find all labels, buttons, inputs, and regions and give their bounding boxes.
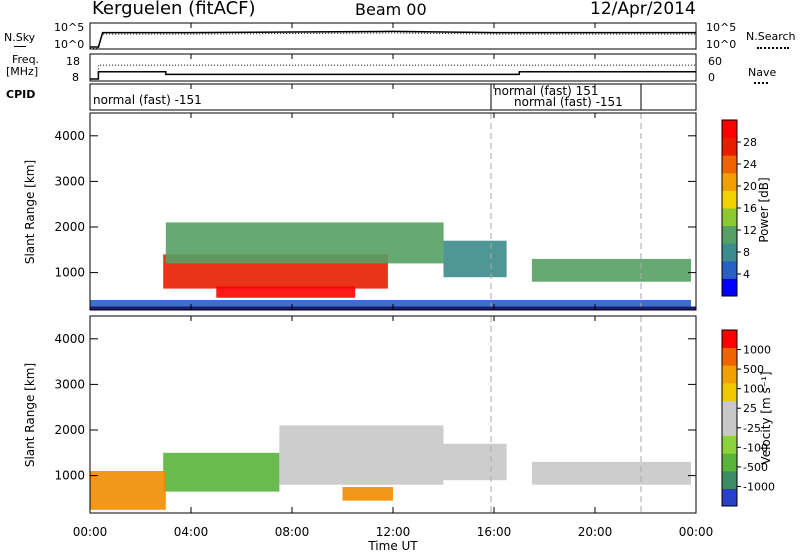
- velocity-colorbar-swatch-9: [722, 347, 737, 366]
- station-title: Kerguelen (fitACF): [92, 0, 256, 19]
- freq-tick-bottom: 8: [72, 71, 79, 84]
- nsky-label: N.Sky: [4, 31, 36, 44]
- velocity-panel: 1000 2000 3000 4000 Slant Range [km]: [23, 315, 697, 514]
- x-tick-label-1: 00:00: [73, 525, 108, 539]
- power-colorbar-tick-label-7: 28: [743, 136, 757, 149]
- cpid-segment-3: normal (fast) -151: [514, 95, 623, 109]
- freq-series-line: [90, 70, 696, 80]
- power-colorbar-tick-label-6: 24: [743, 158, 757, 171]
- power-colorbar-tick-label-4: 16: [743, 202, 757, 215]
- velocity-colorbar-swatch-8: [722, 365, 737, 384]
- cpid-segment-2: normal (fast) 151: [494, 84, 598, 98]
- velocity-colorbar-swatch-7: [722, 382, 737, 401]
- power-region-4: [443, 240, 507, 278]
- velocity-region-3: [342, 487, 393, 501]
- velocity-colorbar-tick-label-2: 500: [743, 363, 764, 376]
- velocity-colorbar-swatch-6: [722, 400, 737, 419]
- x-tick-label-5: 16:00: [477, 525, 512, 539]
- nsearch-tick-bottom: 10^0: [706, 38, 737, 51]
- velocity-colorbar: 1000 500 100 25 -25 -100 -500 -1000 Velocity [m…: [721, 329, 775, 507]
- velocity-colorbar-tick-label-5: -25: [743, 422, 761, 435]
- nave-tick-bottom: 0: [708, 71, 715, 84]
- nsky-legend-line: [14, 46, 26, 47]
- freq-label-1: Freq.: [12, 53, 40, 66]
- power-panel: 1000 2000 3000 4000 Slant Range [km]: [23, 112, 697, 311]
- x-axis-label: Time UT: [367, 539, 418, 553]
- velocity-colorbar-swatch-2: [722, 470, 737, 489]
- power-colorbar-swatch-7: [722, 172, 737, 191]
- power-colorbar-swatch-9: [722, 137, 737, 156]
- power-region-3: [165, 222, 444, 264]
- velocity-colorbar-tick-label-4: 25: [743, 402, 757, 415]
- velocity-region-2: [279, 425, 444, 485]
- power-ytick-label-1: 1000: [54, 266, 85, 280]
- nsky-series-line: [90, 30, 696, 48]
- beam-title: Beam 00: [355, 0, 427, 19]
- power-colorbar-swatch-6: [722, 190, 737, 209]
- power-region-2: [216, 286, 356, 298]
- cpid-label: CPID: [6, 88, 36, 101]
- velocity-colorbar-tick-label-6: -100: [743, 441, 768, 454]
- velocity-colorbar-tick-label-1: 1000: [743, 344, 771, 357]
- nsearch-tick-top: 10^5: [706, 21, 737, 34]
- x-tick-label-4: 12:00: [376, 525, 411, 539]
- nave-series-line: [90, 64, 696, 80]
- power-colorbar-tick-label-1: 4: [743, 268, 750, 281]
- power-ylabel: Slant Range [km]: [23, 160, 37, 264]
- velocity-colorbar-swatch-5: [722, 418, 737, 437]
- velocity-colorbar-tick-label-7: -500: [743, 461, 768, 474]
- x-tick-label-3: 08:00: [275, 525, 310, 539]
- power-colorbar-tick-label-5: 20: [743, 180, 757, 193]
- power-ytick-label-2: 2000: [54, 220, 85, 234]
- velocity-ytick-label-3: 3000: [54, 377, 85, 391]
- nave-tick-top: 60: [708, 55, 722, 68]
- nave-label: Nave: [748, 66, 777, 79]
- date-title: 12/Apr/2014: [590, 0, 696, 19]
- velocity-region-1: [163, 452, 280, 492]
- x-tick-label-7: 00:00: [679, 525, 714, 539]
- power-colorbar: 4 8 12 16 20 24 28 Power [dB]: [721, 119, 771, 297]
- velocity-colorbar-swatch-4: [722, 435, 737, 454]
- power-colorbar-swatch-3: [722, 243, 737, 262]
- power-ytick-label-3: 3000: [54, 174, 85, 188]
- freq-tick-top: 18: [66, 55, 80, 68]
- power-colorbar-swatch-2: [722, 260, 737, 279]
- power-colorbar-label: Power [dB]: [757, 177, 771, 242]
- power-region-5: [531, 258, 691, 282]
- velocity-ytick-label-2: 2000: [54, 423, 85, 437]
- nsky-tick-top: 10^5: [54, 21, 85, 34]
- power-colorbar-swatch-1: [722, 278, 737, 297]
- velocity-region-5: [531, 461, 691, 485]
- velocity-colorbar-swatch-3: [722, 453, 737, 472]
- velocity-colorbar-tick-label-3: 100: [743, 383, 764, 396]
- velocity-ytick-label-4: 4000: [54, 332, 85, 346]
- velocity-colorbar-tick-label-8: -1000: [743, 480, 775, 493]
- nsearch-series-line: [90, 32, 696, 49]
- nsearch-legend-line: [757, 47, 789, 49]
- velocity-region-6: [90, 471, 166, 510]
- nave-legend-line: [754, 82, 768, 84]
- x-axis: 00:00 04:00 08:00 12:00 16:00 20:00 00:00: [73, 23, 714, 539]
- power-colorbar-tick-label-2: 8: [743, 246, 750, 259]
- power-colorbar-swatch-5: [722, 208, 737, 227]
- cpid-segment-1: normal (fast) -151: [93, 93, 202, 107]
- velocity-colorbar-swatch-10: [722, 330, 737, 349]
- nsky-tick-bottom: 10^0: [54, 38, 85, 51]
- velocity-ylabel: Slant Range [km]: [23, 363, 37, 467]
- nsearch-label: N.Search: [746, 30, 796, 43]
- power-colorbar-swatch-10: [722, 120, 737, 139]
- x-tick-label-2: 04:00: [174, 525, 209, 539]
- power-colorbar-swatch-4: [722, 225, 737, 244]
- power-ytick-label-4: 4000: [54, 129, 85, 143]
- velocity-colorbar-swatch-1: [722, 488, 737, 507]
- velocity-region-4: [443, 443, 507, 481]
- x-tick-label-6: 20:00: [578, 525, 613, 539]
- power-colorbar-tick-label-3: 12: [743, 224, 757, 237]
- velocity-colorbar-label: Velocity [m s⁻¹]: [759, 371, 773, 464]
- freq-label-2: [MHz]: [6, 65, 39, 78]
- velocity-ytick-label-1: 1000: [54, 469, 85, 483]
- power-region-6: [90, 300, 691, 310]
- power-colorbar-swatch-8: [722, 155, 737, 174]
